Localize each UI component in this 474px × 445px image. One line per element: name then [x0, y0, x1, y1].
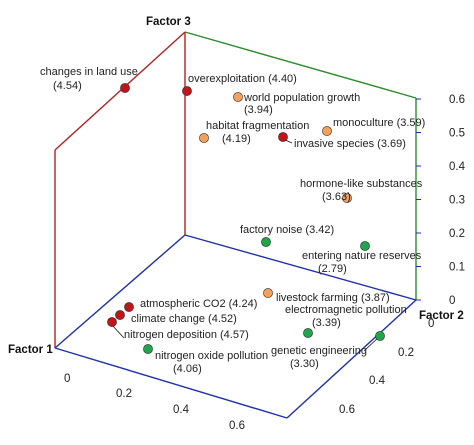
- factor1-plane: [54, 31, 186, 348]
- data-point: [261, 237, 271, 247]
- factor1-ticks: 0 0.2 0.4 0.6: [64, 373, 245, 432]
- point-label: hormone-like substances: [300, 178, 423, 190]
- factor3-tick-label: 0.4: [449, 161, 466, 173]
- point-label: entering nature reserves: [302, 250, 422, 262]
- frame-edge: [184, 234, 417, 301]
- point-label: overexploitation (4.40): [188, 73, 297, 85]
- point-label: nitrogen oxide pollution: [155, 350, 268, 362]
- data-point: [233, 92, 243, 102]
- point-label: changes in land use: [40, 66, 138, 78]
- data-point: [342, 193, 352, 203]
- data-point: [263, 288, 273, 298]
- data-point: [322, 126, 332, 136]
- point-label: atmospheric CO2 (4.24): [140, 298, 257, 310]
- data-point: [375, 331, 385, 341]
- data-point: [115, 310, 125, 320]
- factor1-tick-label: 0.4: [173, 404, 190, 416]
- factor2-tick-label: 0.4: [369, 375, 386, 387]
- factor1-tick-label: 0: [64, 373, 70, 385]
- point-value-label: (3.39): [312, 317, 341, 329]
- data-point: [182, 86, 192, 96]
- factor3-tick-label: 0.2: [449, 228, 465, 240]
- factor2-tick-label: 0.6: [339, 404, 355, 416]
- point-value-label: (3.63): [322, 191, 351, 203]
- point-value-label: (4.06): [173, 363, 202, 375]
- point-label: climate change (4.52): [131, 313, 237, 325]
- data-point: [120, 83, 130, 93]
- factor1-tick-label: 0.2: [116, 388, 132, 400]
- point-label: factory noise (3.42): [240, 224, 334, 236]
- factor1-axis-title: Factor 1: [8, 344, 53, 356]
- point-value-label: (4.54): [53, 80, 82, 92]
- factor2-ticks: 0 0.2 0.4 0.6: [339, 318, 434, 416]
- factor2-axis-line: [286, 299, 417, 419]
- data-point: [199, 133, 209, 143]
- data-point: [124, 302, 134, 312]
- point-label: world population growth: [243, 92, 360, 104]
- factor3-tick-label: 0.5: [449, 128, 465, 140]
- point-label: habitat fragmentation: [206, 120, 309, 132]
- point-value-label: (3.30): [290, 358, 319, 370]
- frame-edge: [54, 234, 186, 349]
- data-point: [303, 328, 313, 338]
- data-point: [360, 241, 370, 251]
- point-label: monoculture (3.59): [333, 117, 425, 129]
- factor3-tick-label: 0: [449, 295, 455, 307]
- point-value-label: (3.94): [244, 104, 273, 116]
- factor1-axis-line: [54, 347, 288, 419]
- factor1-tick-label: 0.6: [229, 420, 245, 432]
- data-point: [143, 344, 153, 354]
- data-point: [107, 317, 117, 327]
- factor2-tick-label: 0: [428, 318, 434, 330]
- floor-plane: [54, 234, 417, 419]
- factor2-tick-label: 0.2: [398, 347, 414, 359]
- factor3-tick-label: 0.6: [449, 94, 465, 106]
- factor3-tick-label: 0.3: [449, 195, 465, 207]
- point-labels: changes in land use (4.54) overexploitatio…: [40, 66, 425, 375]
- factor2-axis-title: Factor 2: [419, 310, 464, 322]
- point-label: electromagnetic pollution: [285, 304, 407, 316]
- point-label: livestock farming (3.87): [276, 292, 390, 304]
- factor3-axis-title: Factor 3: [146, 16, 191, 28]
- point-label: invasive species (3.69): [294, 138, 406, 150]
- point-label: nitrogen deposition (4.57): [124, 329, 249, 341]
- point-value-label: (2.79): [318, 263, 347, 275]
- data-point: [278, 132, 288, 142]
- data-points: [107, 83, 385, 354]
- point-value-label: (4.19): [222, 133, 251, 145]
- factor3-ticks: 0 0.1 0.2 0.3 0.4 0.5 0.6: [416, 94, 466, 307]
- frame-edge: [54, 31, 186, 151]
- frame-edge: [184, 31, 417, 99]
- factor3-tick-label: 0.1: [449, 262, 465, 274]
- point-label: genetic engineering: [271, 345, 367, 357]
